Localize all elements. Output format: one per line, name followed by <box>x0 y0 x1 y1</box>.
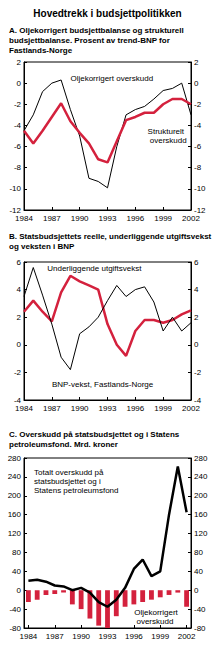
svg-text:40: 40 <box>12 567 21 576</box>
svg-text:6: 6 <box>17 258 22 267</box>
svg-text:1987: 1987 <box>43 404 61 413</box>
svg-text:C. Overskudd på statsbudsjette: C. Overskudd på statsbudsjettet og i Sta… <box>9 430 181 439</box>
svg-text:Underliggende utgiftsvekst: Underliggende utgiftsvekst <box>47 264 142 273</box>
svg-text:0: 0 <box>17 340 22 349</box>
svg-text:80: 80 <box>12 548 21 557</box>
svg-text:6: 6 <box>194 258 199 267</box>
svg-text:-2: -2 <box>194 100 202 109</box>
svg-text:-12: -12 <box>194 205 206 215</box>
svg-text:-80: -80 <box>9 623 21 633</box>
svg-text:-4: -4 <box>13 395 21 405</box>
svg-text:2002: 2002 <box>178 632 196 641</box>
svg-text:2002: 2002 <box>182 404 200 413</box>
svg-text:4: 4 <box>194 285 199 294</box>
svg-text:0: 0 <box>194 79 199 88</box>
svg-text:statsbudsjettet og i: statsbudsjettet og i <box>34 477 103 486</box>
svg-text:1993: 1993 <box>99 404 117 413</box>
svg-text:200: 200 <box>194 491 208 500</box>
svg-text:BNP-vekst, Fastlands-Norge: BNP-vekst, Fastlands-Norge <box>52 380 154 389</box>
svg-text:-80: -80 <box>194 624 206 633</box>
svg-text:-6: -6 <box>194 142 202 151</box>
svg-text:Totalt overskudd på: Totalt overskudd på <box>34 468 106 477</box>
svg-text:240: 240 <box>8 472 22 481</box>
svg-text:1990: 1990 <box>71 404 89 413</box>
svg-text:Statens petroleumsfond: Statens petroleumsfond <box>34 486 119 495</box>
svg-text:-8: -8 <box>14 163 22 172</box>
svg-text:-10: -10 <box>9 184 21 193</box>
svg-text:-4: -4 <box>194 121 202 130</box>
svg-text:200: 200 <box>8 491 22 500</box>
svg-text:-2: -2 <box>14 100 22 109</box>
svg-text:Fastlands-Norge: Fastlands-Norge <box>9 46 73 55</box>
svg-text:-10: -10 <box>194 184 206 193</box>
svg-text:-2: -2 <box>14 368 22 377</box>
svg-text:-12: -12 <box>9 205 21 215</box>
svg-text:-6: -6 <box>14 142 22 151</box>
svg-text:240: 240 <box>194 472 208 481</box>
svg-text:petroleumsfond. Mrd. kroner: petroleumsfond. Mrd. kroner <box>9 440 118 449</box>
svg-text:-40: -40 <box>194 605 206 614</box>
svg-text:-4: -4 <box>194 395 202 405</box>
svg-text:280: 280 <box>8 454 22 463</box>
svg-text:-8: -8 <box>194 163 202 172</box>
svg-text:2002: 2002 <box>182 214 200 223</box>
svg-text:overskudd: overskudd <box>148 136 187 145</box>
svg-text:1999: 1999 <box>154 404 172 413</box>
svg-text:og veksten i BNP: og veksten i BNP <box>9 242 75 251</box>
svg-text:-2: -2 <box>194 368 202 377</box>
svg-text:1993: 1993 <box>99 214 117 223</box>
svg-text:1999: 1999 <box>154 214 172 223</box>
svg-text:-40: -40 <box>9 605 21 614</box>
svg-text:1996: 1996 <box>126 404 144 413</box>
svg-text:2: 2 <box>194 313 199 322</box>
svg-text:280: 280 <box>194 454 208 463</box>
svg-text:1996: 1996 <box>125 632 143 641</box>
svg-text:0: 0 <box>194 586 199 595</box>
svg-text:1984: 1984 <box>15 214 33 223</box>
svg-text:Hovedtrekk i budsjettpolitikke: Hovedtrekk i budsjettpolitikken <box>33 8 181 19</box>
svg-text:1999: 1999 <box>151 632 169 641</box>
svg-text:Oljekorrigert overskudd: Oljekorrigert overskudd <box>70 74 153 83</box>
svg-text:Strukturelt: Strukturelt <box>148 127 185 136</box>
svg-text:1990: 1990 <box>71 214 89 223</box>
svg-text:2: 2 <box>194 58 199 67</box>
svg-text:-4: -4 <box>14 121 22 130</box>
svg-text:4: 4 <box>17 285 22 294</box>
svg-text:120: 120 <box>8 529 22 538</box>
svg-text:1987: 1987 <box>46 632 64 641</box>
svg-text:1984: 1984 <box>19 632 37 641</box>
svg-text:0: 0 <box>17 586 22 595</box>
svg-text:80: 80 <box>194 548 203 557</box>
svg-text:1984: 1984 <box>15 404 33 413</box>
svg-text:2: 2 <box>17 313 22 322</box>
svg-text:1990: 1990 <box>72 632 90 641</box>
svg-text:0: 0 <box>194 340 199 349</box>
svg-text:2: 2 <box>17 58 22 67</box>
svg-text:Oljekorrigert: Oljekorrigert <box>134 608 178 617</box>
svg-text:160: 160 <box>194 510 208 519</box>
svg-text:overskudd: overskudd <box>134 617 173 626</box>
svg-text:A. Oljekorrigert budsjettbalan: A. Oljekorrigert budsjettbalanse og stru… <box>9 26 186 35</box>
svg-text:B. Statsbudsjettets reelle, un: B. Statsbudsjettets reelle, underliggend… <box>9 232 214 241</box>
svg-text:160: 160 <box>8 510 22 519</box>
svg-text:budsjettbalanse. Prosent av tr: budsjettbalanse. Prosent av trend-BNP fo… <box>9 36 172 45</box>
svg-text:40: 40 <box>194 567 203 576</box>
svg-text:1996: 1996 <box>126 214 144 223</box>
svg-text:120: 120 <box>194 529 208 538</box>
svg-text:0: 0 <box>17 79 22 88</box>
svg-text:1987: 1987 <box>43 214 61 223</box>
svg-text:1993: 1993 <box>99 632 117 641</box>
